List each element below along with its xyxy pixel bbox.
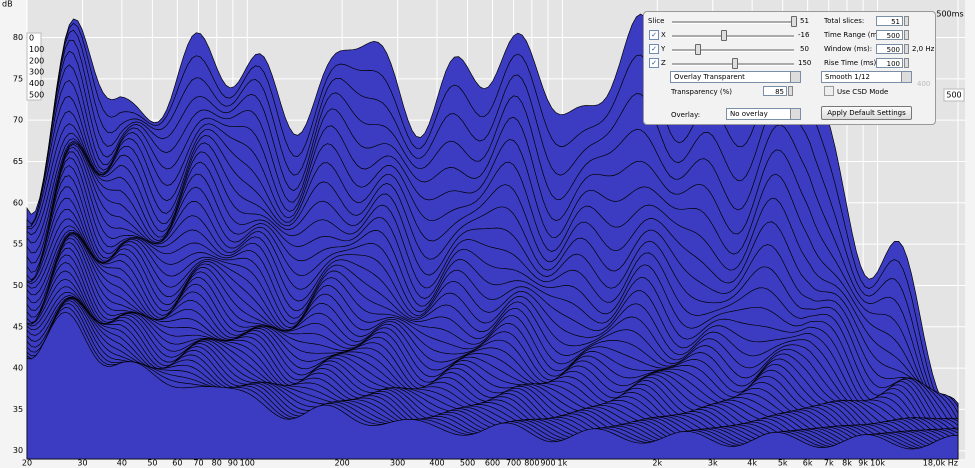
time-label: 400: [29, 79, 44, 88]
time-label: 500: [29, 91, 44, 100]
time-label-box: [26, 32, 42, 101]
x-tick-label: 40: [117, 459, 127, 468]
overlay-label: Overlay:: [671, 111, 701, 119]
x-tick-label: 50: [147, 459, 157, 468]
slider-thumb[interactable]: [732, 58, 738, 69]
field-input[interactable]: 51: [876, 16, 903, 26]
waterfall-slice: [26, 311, 959, 460]
time-label: 200: [29, 56, 44, 65]
time-label: 100: [29, 45, 44, 54]
slider-label: X: [661, 31, 666, 39]
field-label: Total slices:: [824, 17, 865, 25]
x-tick-label: 300: [390, 459, 405, 468]
slider-value: 150: [798, 59, 812, 67]
y-tick-label: 35: [13, 405, 23, 414]
x-tick-label: 3k: [708, 459, 718, 468]
slider-track[interactable]: [672, 35, 794, 38]
x-tick-label: 2k: [652, 459, 662, 468]
y-tick-label: 40: [13, 364, 23, 373]
x-tick-label: 7k: [824, 459, 834, 468]
x-tick-label: 10k: [870, 459, 885, 468]
checkbox[interactable]: [824, 86, 834, 96]
y-tick-label: 30: [13, 446, 23, 455]
x-tick-label: 500: [460, 459, 475, 468]
x-tick-label: 20: [22, 459, 32, 468]
x-tick-label: 4k: [747, 459, 757, 468]
slider-value: 51: [800, 17, 809, 25]
x-tick-label: 80: [212, 459, 222, 468]
y-tick-label: 70: [13, 116, 23, 125]
x-tick-label: 6k: [803, 459, 813, 468]
x-tick-label: 400: [429, 459, 444, 468]
slider-track[interactable]: [672, 21, 794, 24]
x-tick-label: 100: [240, 459, 255, 468]
checkbox[interactable]: ✓: [649, 44, 659, 54]
x-tick-label: 18,0k Hz: [923, 459, 958, 468]
spinner[interactable]: [904, 58, 909, 68]
x-tick-label: 30: [77, 459, 87, 468]
slider-label: Slice: [648, 17, 665, 25]
y-tick-label: 45: [13, 322, 23, 331]
x-tick-label: 900: [540, 459, 555, 468]
spinner[interactable]: [904, 30, 909, 40]
slider-thumb[interactable]: [721, 30, 727, 41]
spinner[interactable]: [904, 44, 909, 54]
slider-thumb[interactable]: [791, 16, 797, 27]
time-right-box: [943, 88, 965, 102]
x-tick-label: 9k: [858, 459, 868, 468]
x-tick-label: 60: [172, 459, 182, 468]
slider-value: -16: [798, 31, 810, 39]
field-label: Time Range (ms):: [824, 31, 887, 39]
y-tick-label: 65: [13, 157, 23, 166]
field-input[interactable]: 100: [876, 58, 903, 68]
csd-label: Use CSD Mode: [837, 88, 889, 96]
time-end-label: 500ms: [936, 10, 963, 19]
x-tick-label: 800: [524, 459, 539, 468]
slider-label: Y: [661, 45, 666, 53]
transparency-label: Transparency (%): [671, 88, 733, 96]
ghost-label: 400: [917, 80, 931, 88]
checkbox[interactable]: ✓: [649, 58, 659, 68]
y-tick-label: 75: [13, 74, 23, 83]
x-tick-label: 600: [485, 459, 500, 468]
window-hz: 2,0 Hz: [912, 45, 935, 53]
slider-track[interactable]: [672, 49, 794, 52]
spinner[interactable]: [788, 86, 793, 96]
checkbox[interactable]: ✓: [649, 30, 659, 40]
x-tick-label: 5k: [778, 459, 788, 468]
slider-value: 50: [800, 45, 809, 53]
smoothing-dropdown[interactable]: Smooth 1/12: [821, 71, 912, 83]
y-tick-label: 50: [13, 281, 23, 290]
x-tick-label: 70: [193, 459, 203, 468]
field-input[interactable]: 500: [876, 44, 903, 54]
control-panel: Slice 51 ✓ X -16 ✓ Y 50 ✓ Z 150 Total sl…: [643, 11, 936, 125]
mode-dropdown[interactable]: Overlay Transparent: [670, 71, 801, 83]
y-tick-label: 60: [13, 198, 23, 207]
y-tick-label: 55: [13, 240, 23, 249]
spinner[interactable]: [904, 16, 909, 26]
time-label: 300: [29, 68, 44, 77]
transparency-input[interactable]: 85: [763, 86, 787, 96]
x-tick-label: 200: [334, 459, 349, 468]
slider-label: Z: [661, 59, 666, 67]
x-tick-label: 700: [506, 459, 521, 468]
slider-thumb[interactable]: [695, 44, 701, 55]
x-tick-label: 8k: [842, 459, 852, 468]
y-axis-unit: dB: [2, 0, 13, 9]
field-label: Window (ms):: [824, 45, 873, 53]
field-label: Rise Time (ms):: [824, 59, 879, 67]
x-tick-label: 90: [228, 459, 238, 468]
apply-button[interactable]: Apply Default Settings: [821, 106, 912, 120]
x-tick-label: 1k: [558, 459, 568, 468]
time-label: 0: [29, 34, 34, 43]
y-tick-label: 80: [13, 33, 23, 42]
field-input[interactable]: 500: [876, 30, 903, 40]
overlay-dropdown[interactable]: No overlay: [726, 108, 801, 120]
time-right-label: 500: [946, 91, 961, 100]
